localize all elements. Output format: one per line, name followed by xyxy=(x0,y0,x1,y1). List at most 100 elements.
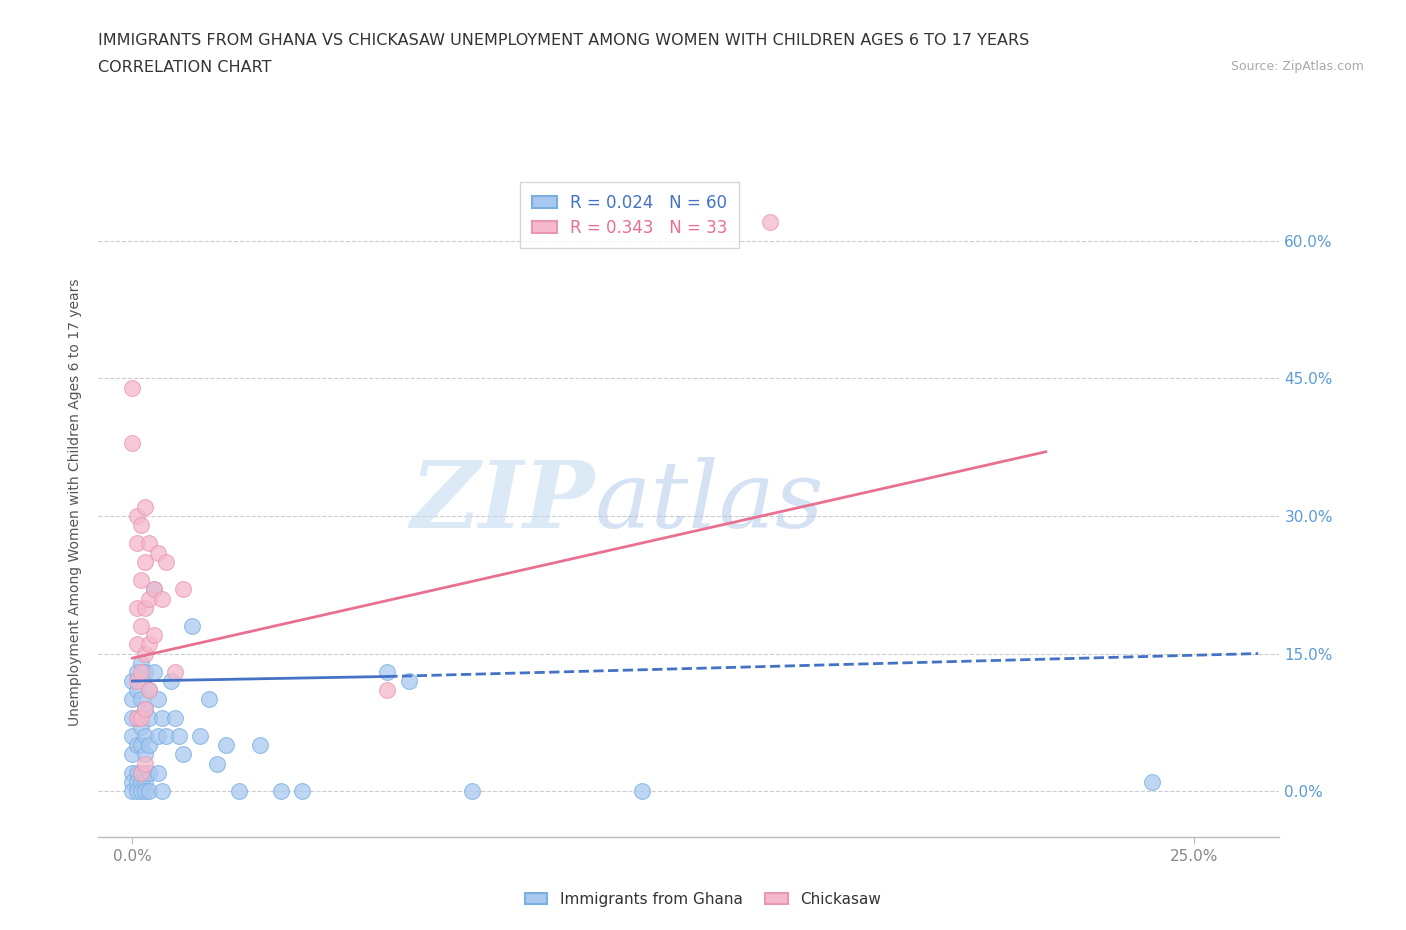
Point xyxy=(129,737,152,752)
Point xyxy=(150,711,173,725)
Point xyxy=(138,683,160,698)
Point xyxy=(138,536,160,551)
Point xyxy=(121,673,143,688)
Point xyxy=(134,499,156,514)
Point xyxy=(172,747,194,762)
Point xyxy=(138,765,160,780)
Point xyxy=(129,711,152,725)
Point xyxy=(150,591,173,606)
Point xyxy=(163,711,186,725)
Point xyxy=(134,784,156,799)
Point xyxy=(134,747,156,762)
Point xyxy=(155,554,177,569)
Point xyxy=(142,628,165,643)
Point xyxy=(129,573,152,588)
Point xyxy=(1140,775,1163,790)
Point xyxy=(134,701,156,716)
Point xyxy=(138,637,160,652)
Point xyxy=(134,664,156,679)
Point xyxy=(125,664,148,679)
Point xyxy=(125,600,148,615)
Point xyxy=(142,664,165,679)
Point xyxy=(291,784,314,799)
Text: CORRELATION CHART: CORRELATION CHART xyxy=(98,60,271,75)
Point xyxy=(121,711,143,725)
Point xyxy=(121,765,143,780)
Point xyxy=(138,737,160,752)
Point xyxy=(125,711,148,725)
Point xyxy=(121,775,143,790)
Point xyxy=(121,747,143,762)
Point xyxy=(129,692,152,707)
Point xyxy=(249,737,271,752)
Point xyxy=(125,711,148,725)
Point xyxy=(138,711,160,725)
Point xyxy=(134,729,156,744)
Point xyxy=(270,784,292,799)
Point xyxy=(146,545,169,560)
Point xyxy=(134,756,156,771)
Point xyxy=(163,664,186,679)
Point xyxy=(134,701,156,716)
Point xyxy=(134,554,156,569)
Point xyxy=(121,729,143,744)
Point xyxy=(758,215,780,230)
Point xyxy=(207,756,229,771)
Point xyxy=(129,775,152,790)
Point xyxy=(121,380,143,395)
Point xyxy=(125,737,148,752)
Point xyxy=(631,784,654,799)
Point xyxy=(134,765,156,780)
Point xyxy=(129,664,152,679)
Point xyxy=(198,692,221,707)
Point xyxy=(125,784,148,799)
Point xyxy=(138,784,160,799)
Point xyxy=(142,582,165,597)
Point xyxy=(129,765,152,780)
Point xyxy=(125,683,148,698)
Point xyxy=(134,600,156,615)
Point xyxy=(375,664,398,679)
Point xyxy=(150,784,173,799)
Point xyxy=(125,637,148,652)
Point xyxy=(121,784,143,799)
Point xyxy=(134,775,156,790)
Point xyxy=(461,784,484,799)
Text: atlas: atlas xyxy=(595,458,824,547)
Point xyxy=(125,673,148,688)
Point xyxy=(180,618,202,633)
Point xyxy=(146,692,169,707)
Point xyxy=(159,673,181,688)
Point xyxy=(121,435,143,450)
Point xyxy=(215,737,238,752)
Point xyxy=(129,784,152,799)
Point xyxy=(172,582,194,597)
Point xyxy=(125,536,148,551)
Point xyxy=(138,683,160,698)
Point xyxy=(138,591,160,606)
Point xyxy=(125,509,148,524)
Legend: R = 0.024   N = 60, R = 0.343   N = 33: R = 0.024 N = 60, R = 0.343 N = 33 xyxy=(520,182,740,248)
Point xyxy=(129,765,152,780)
Point xyxy=(125,765,148,780)
Point xyxy=(134,646,156,661)
Point xyxy=(129,618,152,633)
Point xyxy=(167,729,190,744)
Point xyxy=(146,729,169,744)
Point xyxy=(125,775,148,790)
Point xyxy=(129,656,152,671)
Point xyxy=(121,692,143,707)
Point xyxy=(142,582,165,597)
Text: Source: ZipAtlas.com: Source: ZipAtlas.com xyxy=(1230,60,1364,73)
Y-axis label: Unemployment Among Women with Children Ages 6 to 17 years: Unemployment Among Women with Children A… xyxy=(69,278,83,726)
Point xyxy=(155,729,177,744)
Text: IMMIGRANTS FROM GHANA VS CHICKASAW UNEMPLOYMENT AMONG WOMEN WITH CHILDREN AGES 6: IMMIGRANTS FROM GHANA VS CHICKASAW UNEMP… xyxy=(98,33,1029,47)
Point xyxy=(146,765,169,780)
Point xyxy=(129,518,152,533)
Text: ZIP: ZIP xyxy=(411,458,595,547)
Legend: Immigrants from Ghana, Chickasaw: Immigrants from Ghana, Chickasaw xyxy=(519,886,887,913)
Point xyxy=(398,673,420,688)
Point xyxy=(129,720,152,735)
Point xyxy=(190,729,212,744)
Point xyxy=(375,683,398,698)
